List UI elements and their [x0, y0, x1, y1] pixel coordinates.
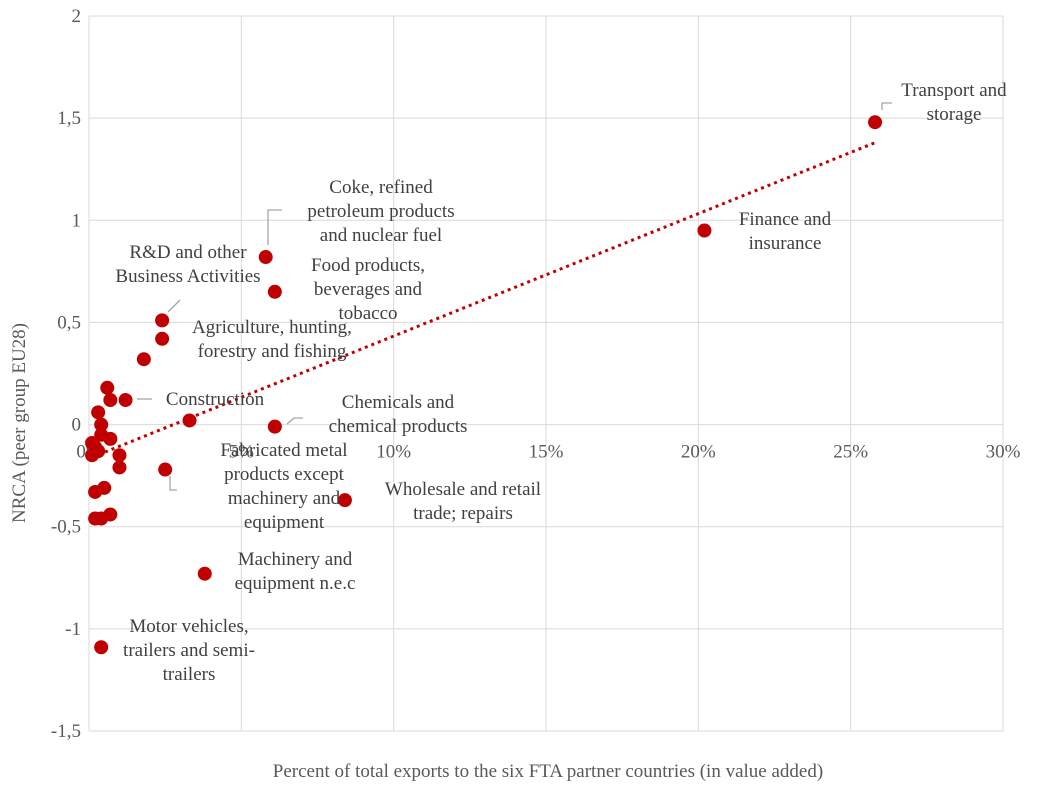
- data-point: [337, 493, 352, 508]
- data-point: [94, 640, 109, 655]
- data-point: [267, 419, 282, 434]
- data-point: [267, 284, 282, 299]
- point-label: Coke, refined petroleum products and nucle…: [307, 177, 454, 246]
- x-tick-label: 15%: [529, 442, 564, 463]
- point-label-line: R&D and other: [129, 242, 247, 263]
- point-label: Machinery and equipment n.e.c: [235, 549, 356, 594]
- x-axis-title: Percent of total exports to the six FTA …: [273, 761, 823, 782]
- point-labels: Transport and storage Finance and insurance…: [115, 80, 1007, 685]
- x-tick-label: 10%: [376, 442, 411, 463]
- label-leader-lines: [137, 102, 892, 491]
- y-tick-label: 1: [72, 210, 82, 231]
- leader-line: [167, 299, 181, 313]
- point-label: Transport and storage: [901, 80, 1007, 125]
- data-point: [94, 417, 109, 432]
- y-gridlines: [89, 15, 1003, 732]
- y-tick-label: -0,5: [51, 517, 81, 538]
- data-point: [158, 462, 173, 477]
- point-label-line: tobacco: [338, 303, 397, 324]
- y-tick-label: 0,5: [57, 312, 81, 333]
- point-label-line: trailers and semi-: [123, 640, 255, 661]
- point-label: Fabricated metal products except machinery…: [220, 440, 347, 533]
- point-label: Motor vehicles, trailers and semi-trailer…: [123, 616, 255, 685]
- point-label: Chemicals and chemical products: [329, 392, 468, 437]
- point-label-line: Chemicals and: [342, 392, 455, 413]
- data-point: [88, 511, 103, 526]
- data-point: [697, 223, 712, 238]
- data-point: [91, 405, 106, 420]
- x-tick-label: 20%: [681, 442, 716, 463]
- point-label-line: beverages and: [314, 279, 423, 300]
- point-label: R&D and other Business Activities: [115, 242, 260, 287]
- y-axis-title: NRCA (peer group EU28): [9, 323, 30, 523]
- x-tick-label: 5%: [229, 442, 255, 463]
- leader-line: [267, 209, 282, 245]
- point-label-line: and nuclear fuel: [320, 225, 442, 246]
- point-label-line: Agriculture, hunting,: [192, 317, 352, 338]
- data-point: [112, 448, 127, 463]
- data-point: [112, 460, 127, 475]
- point-label-line: trailers: [163, 664, 216, 685]
- point-label-line: storage: [927, 104, 982, 125]
- point-label-line: Machinery and: [238, 549, 353, 570]
- point-label-line: equipment n.e.c: [235, 573, 356, 594]
- y-tick-label: 0: [72, 415, 82, 436]
- point-label-line: insurance: [749, 233, 822, 254]
- data-point: [155, 313, 170, 328]
- data-point: [100, 380, 115, 395]
- data-point: [88, 484, 103, 499]
- x-tick-label: 25%: [833, 442, 868, 463]
- y-tick-label: 1,5: [57, 108, 81, 129]
- x-tick-label: 30%: [986, 442, 1021, 463]
- data-point: [118, 393, 133, 408]
- point-label: Food products, beverages and tobacco: [311, 255, 425, 324]
- data-point: [103, 431, 118, 446]
- point-label-line: Construction: [166, 389, 265, 410]
- data-point: [136, 352, 151, 367]
- data-point: [103, 393, 118, 408]
- y-tick-label: -1: [65, 619, 81, 640]
- leader-line: [881, 102, 892, 110]
- point-label-line: machinery and: [228, 488, 341, 509]
- x-tick-labels: 0%5%10%15%20%25%30%: [76, 442, 1020, 463]
- leader-line: [286, 417, 303, 425]
- point-label-line: Wholesale and retail: [385, 479, 541, 500]
- y-tick-label: 2: [72, 6, 82, 27]
- point-label: Wholesale and retail trade; repairs: [385, 479, 541, 524]
- data-point: [182, 413, 197, 428]
- point-label-line: Food products,: [311, 255, 425, 276]
- point-label: Finance and insurance: [739, 209, 832, 254]
- leader-line: [169, 476, 177, 491]
- point-label-line: chemical products: [329, 416, 468, 437]
- data-point: [868, 115, 883, 130]
- point-label: Agriculture, hunting, forestry and fishin…: [192, 317, 352, 362]
- point-label-line: products except: [224, 464, 344, 485]
- point-label-line: Business Activities: [115, 266, 260, 287]
- point-label-line: forestry and fishing: [198, 341, 347, 362]
- point-label-line: Coke, refined: [329, 177, 433, 198]
- data-points: [85, 115, 883, 655]
- data-point: [258, 250, 273, 265]
- point-label-line: petroleum products: [307, 201, 454, 222]
- point-label-line: Fabricated metal: [220, 440, 347, 461]
- point-label-line: trade; repairs: [413, 503, 513, 524]
- x-gridlines: [88, 16, 1004, 731]
- trendline: [91, 141, 876, 459]
- point-label-line: equipment: [244, 512, 325, 533]
- point-label-line: Transport and: [901, 80, 1007, 101]
- data-point: [85, 448, 100, 463]
- data-point: [155, 331, 170, 346]
- point-label-line: Motor vehicles,: [129, 616, 248, 637]
- point-label: Construction: [166, 389, 265, 410]
- data-point: [197, 566, 212, 581]
- y-tick-label: -1,5: [51, 721, 81, 742]
- y-tick-labels: 2 1,5 1 0,5 0 -0,5 -1 -1,5: [51, 6, 81, 742]
- point-label-line: Finance and: [739, 209, 832, 230]
